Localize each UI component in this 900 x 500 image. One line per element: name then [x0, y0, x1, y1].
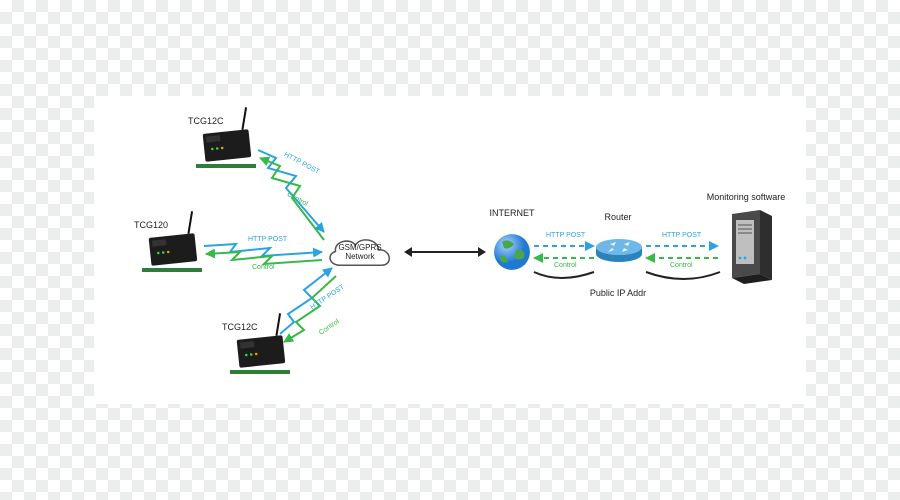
http-post-label: HTTP POST — [248, 236, 287, 243]
device-label-0: TCG12C — [188, 116, 224, 126]
internet-globe — [492, 232, 532, 272]
router-label: Router — [604, 212, 631, 222]
iot-device-1 — [142, 230, 202, 272]
monitoring-server — [720, 210, 774, 290]
gsm-gprs-cloud: GSM/GPRSNetwork — [320, 230, 400, 276]
server-label: Monitoring software — [707, 192, 786, 202]
public-ip-label: Public IP Addr — [590, 288, 646, 298]
http-post-label: HTTP POST — [546, 232, 585, 239]
iot-device-0 — [196, 126, 256, 168]
http-post-label: HTTP POST — [662, 232, 701, 239]
cloud-label: GSM/GPRSNetwork — [320, 244, 400, 262]
device-label-1: TCG120 — [134, 220, 168, 230]
internet-label: INTERNET — [490, 208, 535, 218]
device-label-2: TCG12C — [222, 322, 258, 332]
control-label: Control — [554, 262, 577, 269]
router-device — [594, 238, 644, 264]
control-label: Control — [252, 264, 275, 271]
control-label: Control — [670, 262, 693, 269]
iot-device-2 — [230, 332, 290, 374]
